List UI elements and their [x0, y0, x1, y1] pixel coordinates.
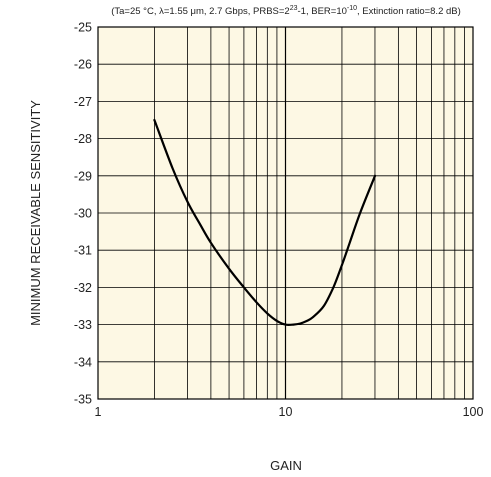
y-tick-label: -30 [74, 207, 92, 221]
conditions-text: (Ta=25 °C, λ=1.55 μm, 2.7 Gbps, PRBS=223… [111, 5, 461, 17]
series-line [153, 118, 377, 327]
x-tick-label: 10 [279, 405, 293, 419]
x-tick-label: 100 [463, 405, 484, 419]
grid [98, 27, 473, 399]
conditions-prbs-exp: 23 [290, 5, 298, 12]
y-tick-labels: -25 -26 -27 -28 -29 -30 -31 -32 -33 -34 -35 [74, 21, 92, 407]
y-tick-label: -25 [74, 21, 92, 35]
y-tick-label: -33 [74, 318, 92, 332]
x-tick-labels: 1 10 100 [95, 405, 484, 419]
plot-frame [97, 26, 474, 400]
y-tick-label: -28 [74, 132, 92, 146]
y-tick-label: -29 [74, 169, 92, 183]
y-tick-label: -32 [74, 281, 92, 295]
y-tick-label: -35 [74, 393, 92, 407]
x-axis-label: GAIN [270, 458, 302, 473]
y-tick-label: -31 [74, 244, 92, 258]
y-tick-label: -27 [74, 95, 92, 109]
y-tick-label: -34 [74, 355, 92, 369]
conditions-mid: -1, BER=10 [298, 6, 347, 17]
conditions-prefix: (Ta=25 °C, λ=1.55 μm, 2.7 Gbps, PRBS=2 [111, 6, 290, 17]
conditions-ber-exp: -10 [347, 5, 357, 12]
y-tick-label: -26 [74, 58, 92, 72]
y-axis-label: MINIMUM RECEIVABLE SENSITIVITY [28, 100, 43, 326]
conditions-suffix: , Extinction ratio=8.2 dB) [357, 6, 461, 17]
x-tick-label: 1 [95, 405, 102, 419]
conditions-annotation: (Ta=25 °C, λ=1.55 μm, 2.7 Gbps, PRBS=223… [111, 5, 461, 17]
